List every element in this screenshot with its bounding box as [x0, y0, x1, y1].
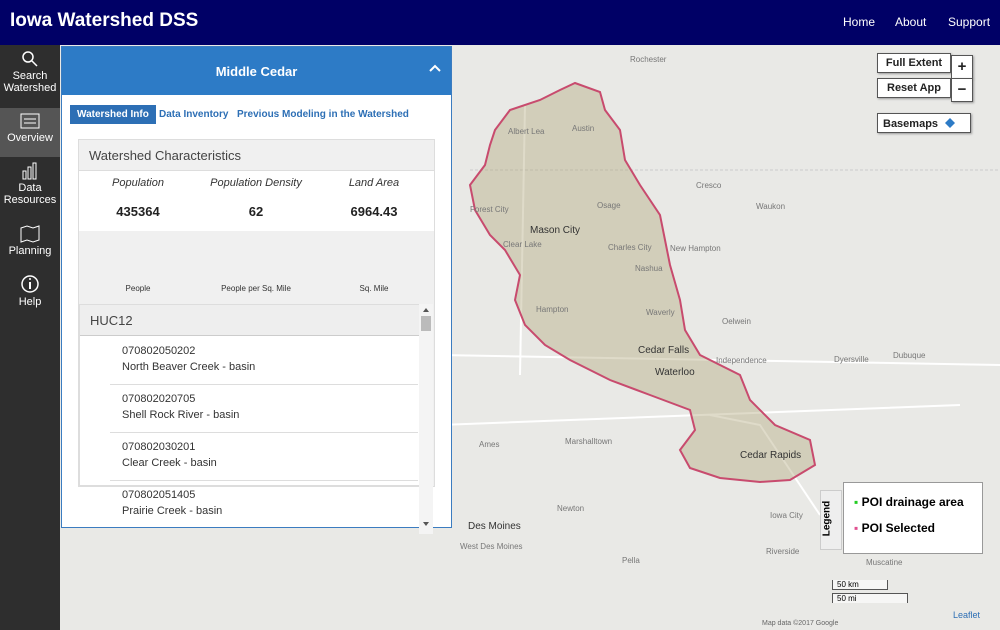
- sidebar-label: Planning: [8, 245, 52, 257]
- stat-unit: People: [125, 284, 151, 293]
- header: Iowa Watershed DSS Home About Support: [0, 0, 1000, 45]
- map-label: Cedar Falls: [638, 345, 690, 356]
- huc-title: HUC12: [90, 313, 133, 328]
- divider: [110, 480, 418, 481]
- legend-label: POI drainage area: [861, 495, 964, 509]
- basemaps-button[interactable]: Basemaps: [877, 113, 971, 133]
- map-label: Mason City: [530, 225, 581, 236]
- map-label: Waukon: [756, 202, 786, 211]
- map-label: New Hampton: [670, 244, 721, 253]
- stat-label: Population Density: [210, 177, 302, 189]
- map-data: Map data ©2017 Google: [762, 620, 839, 627]
- huc-name: Clear Creek - basin: [122, 457, 217, 469]
- huc-header: [80, 305, 420, 336]
- stat-label: Land Area: [348, 177, 400, 189]
- sidebar-item[interactable]: Overview: [0, 108, 60, 157]
- stats: [79, 170, 434, 231]
- scale-mi: 50 mi: [832, 593, 908, 603]
- divider: [110, 384, 418, 385]
- map-label: Dubuque: [893, 351, 926, 360]
- map-label: Waverly: [646, 308, 675, 317]
- legend-tab[interactable]: Legend: [820, 490, 842, 550]
- legend: ▪ POI drainage area ▪ POI Selected: [843, 482, 983, 554]
- map-label: Marshalltown: [565, 437, 613, 446]
- sidebar: Search Watershed Overview Data Resources…: [0, 45, 60, 630]
- huc-code: 070802050202: [122, 345, 196, 357]
- nav-link[interactable]: Support: [948, 15, 991, 29]
- stat-value: 62: [248, 204, 264, 219]
- nav-link[interactable]: About: [895, 15, 927, 29]
- map-label: Des Moines: [468, 521, 521, 532]
- map-label: Cresco: [696, 181, 722, 190]
- stat-value: 435364: [116, 204, 160, 219]
- nav-link[interactable]: Home: [843, 15, 876, 29]
- huc-name: Shell Rock River - basin: [122, 409, 240, 421]
- zoom-out[interactable]: −: [951, 78, 973, 102]
- huc-name: Prairie Creek - basin: [122, 505, 223, 517]
- tab[interactable]: Previous Modeling in the Watershed: [237, 109, 409, 120]
- scale-km: 50 km: [832, 580, 888, 590]
- map-label: Nashua: [635, 264, 663, 273]
- tab[interactable]: Data Inventory: [159, 109, 229, 120]
- map-label: Dyersville: [834, 355, 869, 364]
- map-label: Clear Lake: [503, 240, 542, 249]
- sidebar-item[interactable]: Search Watershed: [0, 50, 60, 94]
- map-label: Muscatine: [866, 558, 903, 567]
- scrollbar[interactable]: [419, 304, 433, 534]
- map-label: Newton: [557, 504, 585, 513]
- map-label: West Des Moines: [460, 542, 523, 551]
- zoom-in[interactable]: +: [951, 55, 973, 79]
- map-label: Charles City: [608, 243, 652, 252]
- map-label: Iowa City: [770, 511, 803, 520]
- full-extent-button[interactable]: Full Extent: [877, 53, 951, 73]
- tab[interactable]: Watershed Info: [70, 105, 156, 124]
- card-title: Watershed Characteristics: [89, 148, 241, 163]
- sidebar-item[interactable]: Planning: [0, 225, 60, 257]
- map-label: Riverside: [766, 547, 800, 556]
- layers-icon: [945, 118, 956, 128]
- map-label: Cedar Rapids: [740, 450, 802, 461]
- stat-unit: People per Sq. Mile: [221, 284, 291, 293]
- sidebar-label: Data Resources: [3, 182, 57, 206]
- map-label: Osage: [597, 201, 621, 210]
- panel-header[interactable]: Middle Cedar: [62, 47, 451, 95]
- legend-item: ▪ POI Selected: [854, 521, 935, 535]
- card: Watershed Characteristics HUC12 07080205…: [78, 139, 435, 534]
- stat-unit: Sq. Mile: [359, 284, 389, 293]
- app-title: Iowa Watershed DSS: [10, 10, 199, 31]
- map-label: Forest City: [470, 205, 509, 214]
- stat-label: Population: [112, 177, 164, 189]
- huc-code: 070802051405: [122, 489, 196, 501]
- stat-value: 6964.43: [350, 204, 398, 219]
- legend-item: ▪ POI drainage area: [854, 495, 964, 509]
- huc-list: HUC12 070802050202 North Beaver Creek - b…: [79, 304, 421, 517]
- huc-name: North Beaver Creek - basin: [122, 361, 256, 373]
- map-label: Independence: [716, 356, 767, 365]
- sidebar-item[interactable]: Data Resources: [0, 162, 60, 206]
- map-label: Rochester: [630, 55, 667, 64]
- huc-code: 070802020705: [122, 393, 196, 405]
- map-label: Austin: [572, 124, 595, 133]
- reset-button[interactable]: Reset App: [877, 78, 951, 98]
- attribution-link[interactable]: Leaflet: [953, 610, 981, 620]
- map-label: Hampton: [536, 305, 569, 314]
- sidebar-label: Help: [18, 296, 42, 308]
- map-label: Waterloo: [655, 367, 695, 378]
- legend-tab-label: Legend: [821, 500, 833, 537]
- collapse-icon[interactable]: [428, 63, 442, 73]
- map-label: Oelwein: [722, 317, 751, 326]
- sidebar-item[interactable]: Help: [0, 274, 60, 308]
- divider: [110, 432, 418, 433]
- info-panel: Middle Cedar Watershed Info Data Invento…: [61, 46, 452, 534]
- map-label: Pella: [622, 556, 640, 565]
- legend-label: POI Selected: [861, 521, 935, 535]
- sidebar-label: Search Watershed: [3, 70, 57, 94]
- basemaps-label: Basemaps: [883, 118, 939, 130]
- sidebar-label: Overview: [7, 132, 53, 144]
- panel-title: Middle Cedar: [215, 64, 298, 79]
- map-label: Ames: [479, 440, 500, 449]
- huc-code: 070802030201: [122, 441, 196, 453]
- map-label: Albert Lea: [508, 127, 545, 136]
